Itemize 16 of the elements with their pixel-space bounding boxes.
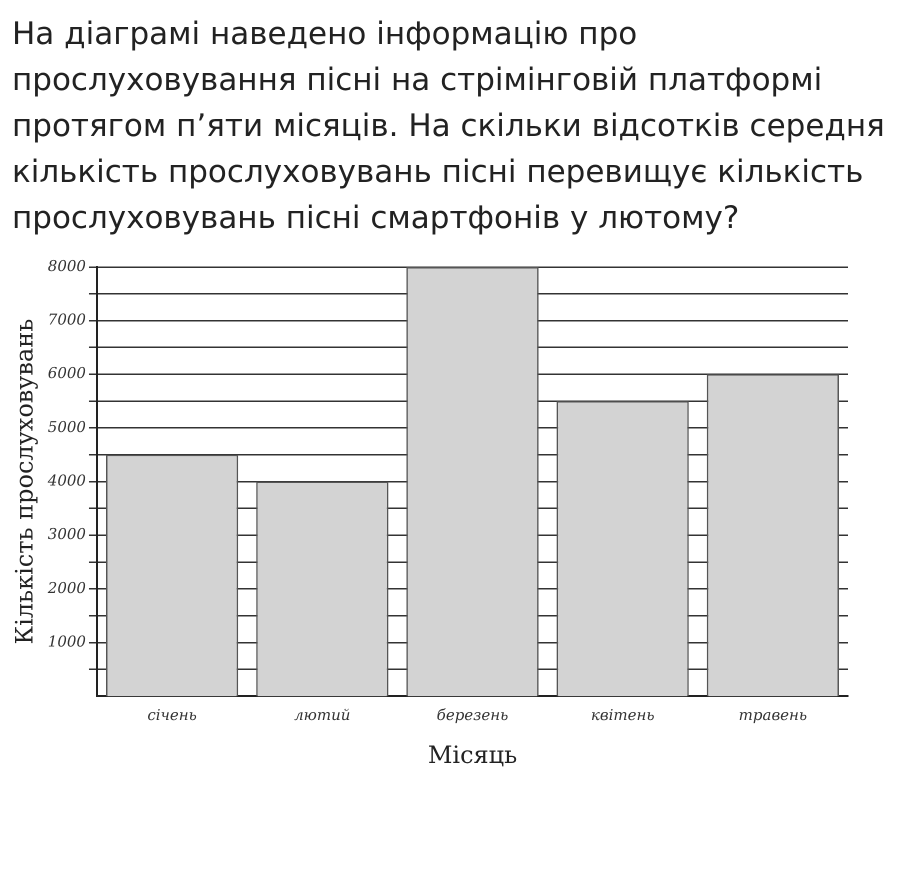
y-tick-label: 3000 [48, 526, 86, 544]
y-axis-title: Кількість прослуховувань [10, 319, 39, 645]
x-tick-label: лютий [294, 706, 350, 724]
y-tick-label: 1000 [48, 632, 86, 651]
x-axis-title: Місяць [428, 741, 518, 770]
y-tick-label: 7000 [48, 310, 86, 329]
y-tick-label: 2000 [46, 579, 86, 598]
y-tick-label: 5000 [48, 418, 86, 436]
chart-title: На діаграмі наведено інформацію про прослуховування пісні на стрімінговій платформі протягом п’яти місяців. На скільки відсотків середня кількість прослуховувань пісні перевищує кількість прослуховувань пісні смартфонів у лютому? [11, 15, 886, 238]
x-tick-label: січень [147, 706, 197, 724]
x-tick-label: травень [738, 706, 808, 724]
y-tick-label: 4000 [46, 472, 86, 490]
y-tick-label: 8000 [48, 257, 86, 276]
x-tick-label: березень [436, 706, 508, 724]
x-tick-label: квітень [590, 706, 655, 724]
y-tick-label: 6000 [48, 364, 86, 383]
